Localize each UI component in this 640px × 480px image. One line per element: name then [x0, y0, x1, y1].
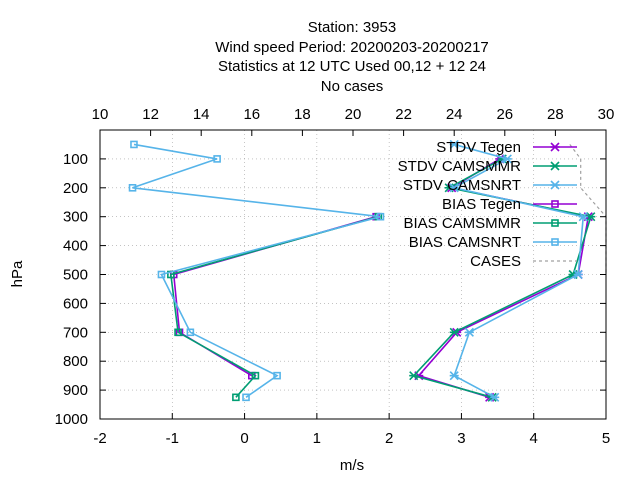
data-point — [550, 142, 560, 152]
x-tick-label: 2 — [385, 430, 393, 447]
data-point — [551, 238, 559, 246]
x2-tick-label: 28 — [547, 106, 564, 123]
data-point — [174, 328, 182, 337]
data-point — [128, 184, 137, 192]
data-point — [186, 328, 195, 337]
data-point — [578, 212, 588, 222]
x-tick-label: -2 — [93, 430, 106, 447]
data-point — [490, 392, 500, 402]
x2-tick-label: 20 — [345, 106, 362, 123]
x-tick-label: -1 — [166, 430, 179, 447]
chart-title: Station: 3953 Wind speed Period: 2020020… — [215, 19, 489, 95]
data-point — [251, 371, 260, 380]
x-tick-label: 1 — [313, 430, 321, 447]
legend-label: STDV CAMSNRT — [403, 177, 521, 194]
data-point — [130, 140, 138, 149]
legend: STDV Tegen STDV CAMSMMR STDV CAMSNRT BIAS T… — [398, 139, 577, 270]
legend-entry: STDV Tegen — [436, 139, 577, 156]
data-point — [409, 371, 419, 381]
data-point — [376, 212, 385, 221]
data-point — [449, 327, 459, 337]
y-tick-label: 700 — [63, 324, 88, 341]
y-tick-label: 900 — [63, 382, 88, 399]
x-tick-label: 5 — [602, 430, 610, 447]
data-point — [573, 269, 583, 280]
x-tick-label: 4 — [530, 430, 538, 447]
x-tick-label: 3 — [457, 430, 465, 447]
legend-label: STDV CAMSMMR — [398, 158, 522, 175]
series-cases — [569, 144, 607, 275]
y-tick-label: 300 — [63, 209, 88, 226]
data-point — [157, 270, 166, 279]
data-point — [242, 393, 250, 402]
data-point — [550, 161, 560, 171]
x2-tick-label: 16 — [243, 106, 260, 123]
data-point — [449, 183, 459, 193]
legend-entry: BIAS CAMSMMR — [403, 215, 577, 232]
legend-entry: BIAS CAMSNRT — [409, 234, 577, 251]
series-bias-tegen — [169, 212, 380, 380]
x-axis-label: m/s — [340, 457, 364, 474]
x2-tick-label: 24 — [446, 106, 463, 123]
data-point — [551, 200, 559, 208]
x2-tick-label: 30 — [598, 106, 615, 123]
x-tick-label: 0 — [240, 430, 248, 447]
legend-label: BIAS CAMSMMR — [403, 215, 521, 232]
series-line — [169, 215, 379, 398]
legend-entry: STDV CAMSMMR — [398, 158, 577, 175]
y-tick-label: 500 — [63, 267, 88, 284]
y-axis-label: hPa — [9, 260, 26, 287]
data-point — [586, 212, 596, 222]
axes: -2 -1 0 1 2 3 4 510 12 14 16 18 20 22 24 26 28 3010020030… — [55, 106, 615, 447]
series-line — [172, 215, 377, 377]
plot-area — [128, 139, 607, 402]
x2-tick-label: 12 — [142, 106, 159, 123]
data-point — [550, 180, 560, 190]
data-point — [273, 371, 281, 380]
series-line — [132, 143, 381, 398]
title-line-3: Statistics at 12 UTC Used 00,12 + 12 24 — [218, 58, 486, 75]
series-line — [417, 158, 590, 399]
x2-tick-label: 26 — [496, 106, 513, 123]
data-point — [551, 219, 559, 227]
data-point — [213, 155, 221, 163]
data-point — [464, 327, 474, 337]
legend-label: BIAS Tegen — [442, 196, 521, 213]
y-tick-label: 1000 — [55, 411, 88, 428]
legend-entry: BIAS Tegen — [442, 196, 577, 213]
series-bias-camsnrt — [128, 140, 385, 402]
legend-label: BIAS CAMSNRT — [409, 234, 521, 251]
legend-label: STDV Tegen — [436, 139, 521, 156]
y-tick-label: 200 — [63, 180, 88, 197]
legend-label: CASES — [470, 253, 521, 270]
title-line-2: Wind speed Period: 20200203-20200217 — [215, 39, 489, 56]
y-tick-label: 400 — [63, 238, 88, 255]
title-line-4: No cases — [321, 78, 384, 95]
series-line — [451, 143, 585, 399]
series-stdv-camsnrt — [449, 139, 588, 402]
legend-entry: STDV CAMSNRT — [403, 177, 577, 194]
series-line — [569, 144, 607, 275]
legend-entry: CASES — [470, 253, 577, 270]
y-tick-label: 600 — [63, 295, 88, 312]
data-point — [502, 154, 512, 164]
title-line-1: Station: 3953 — [308, 19, 396, 36]
y-tick-label: 800 — [63, 353, 88, 370]
x2-tick-label: 10 — [92, 106, 109, 123]
x2-tick-label: 22 — [395, 106, 412, 123]
y-tick-label: 100 — [63, 151, 88, 168]
grid — [100, 130, 606, 419]
data-point — [232, 393, 240, 402]
x2-tick-label: 18 — [294, 106, 311, 123]
x2-tick-label: 14 — [193, 106, 210, 123]
data-point — [449, 371, 459, 381]
data-point — [449, 139, 459, 150]
series-line — [412, 158, 592, 399]
